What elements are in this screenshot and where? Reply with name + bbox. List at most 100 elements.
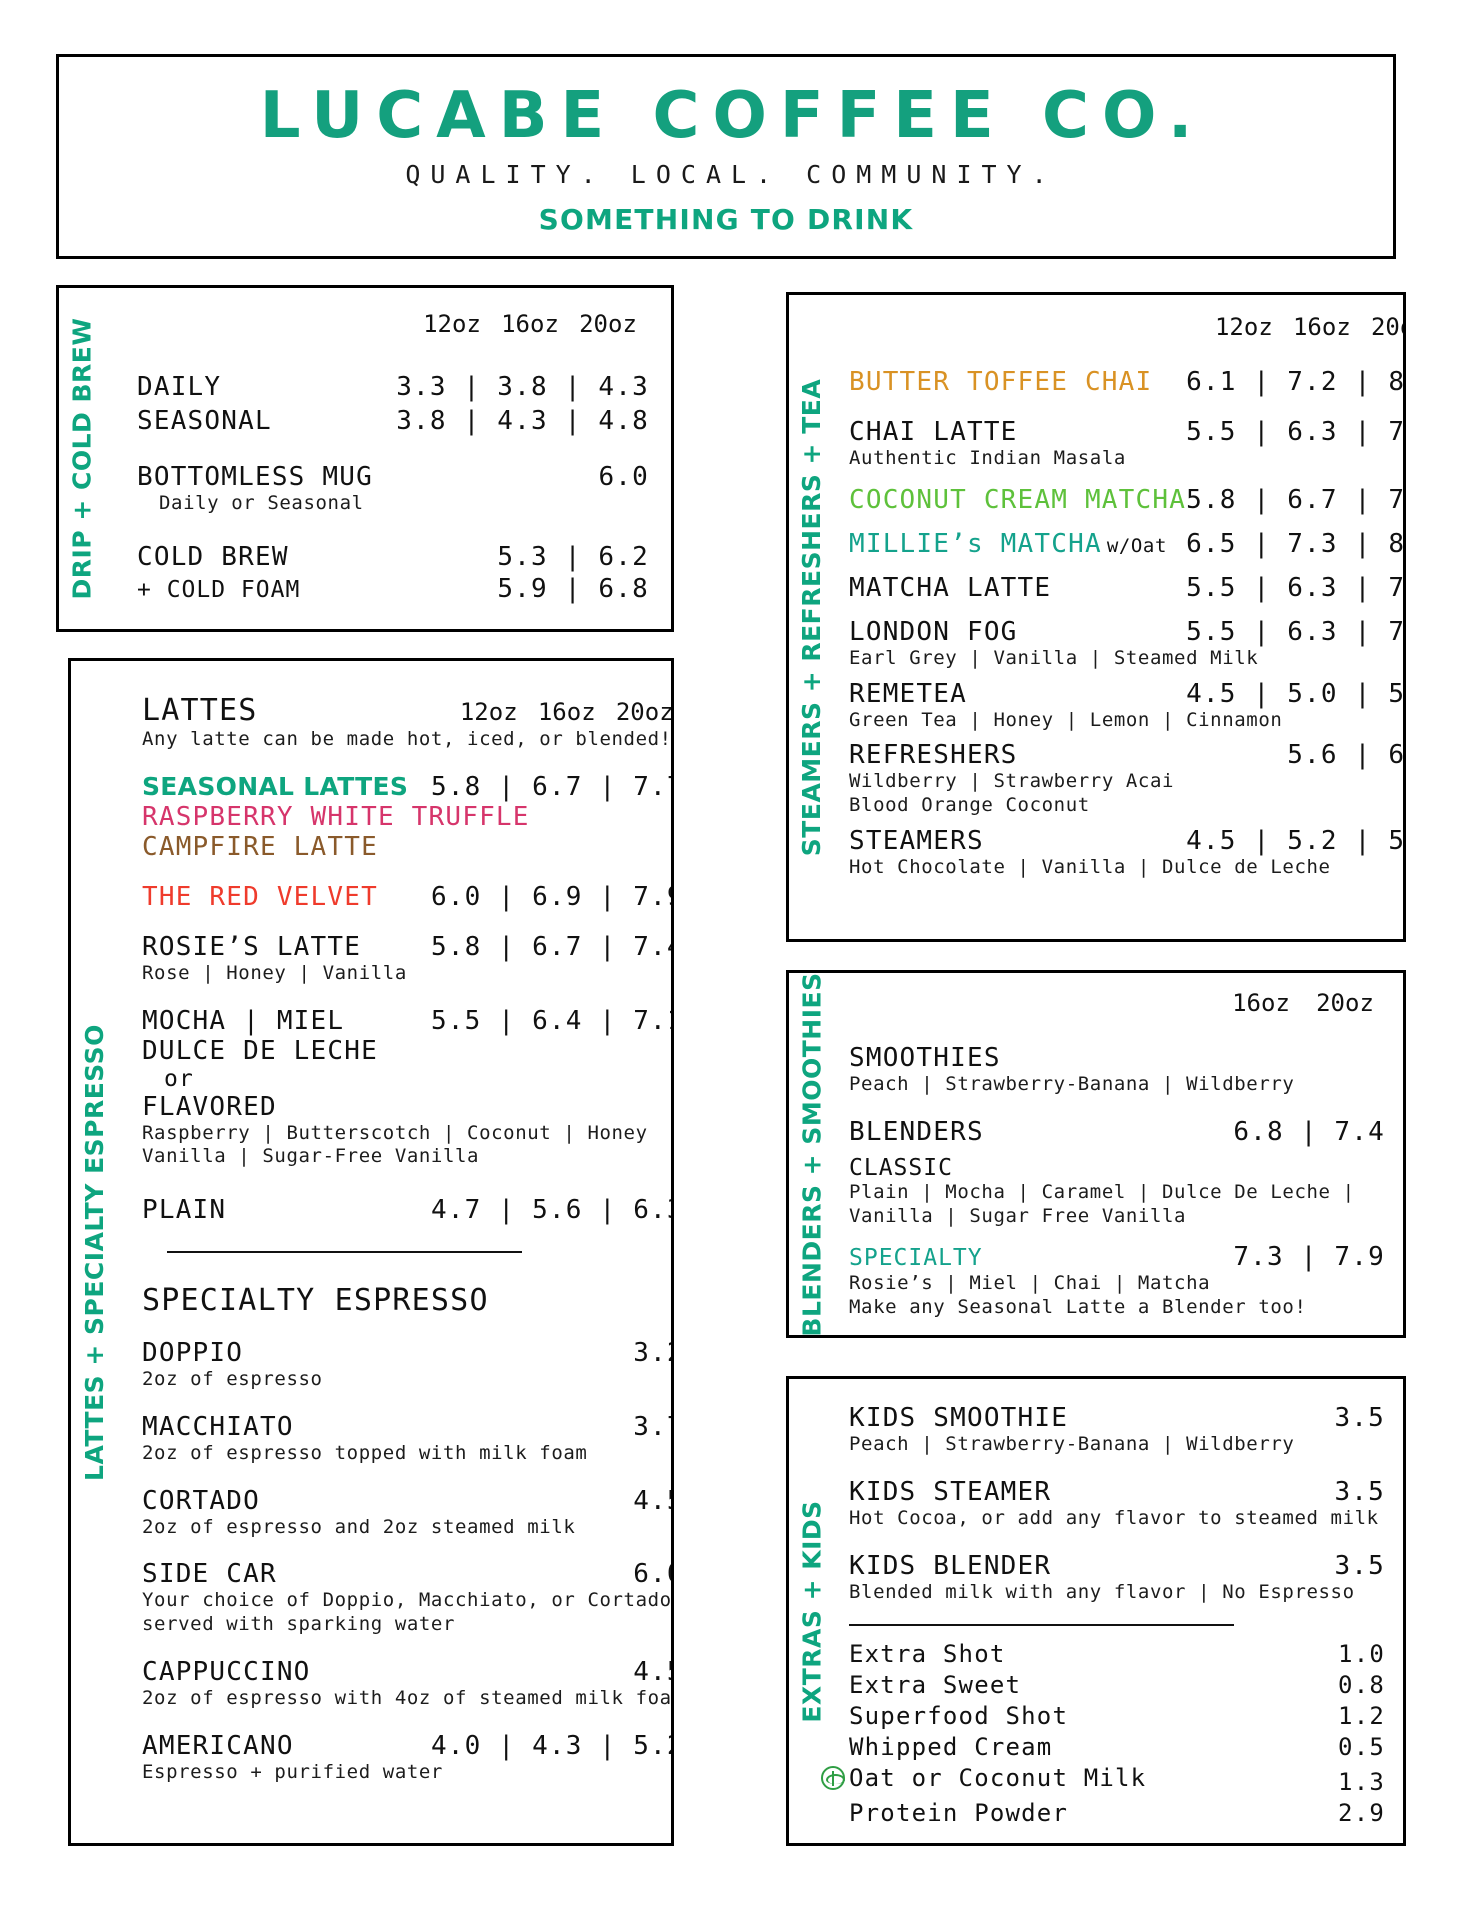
menu-item-row[interactable]: DAILY 3.3 | 3.8 | 4.3 — [137, 372, 649, 402]
menu-item-row[interactable]: CLASSIC — [849, 1155, 1385, 1181]
menu-item-row[interactable]: COCONUT CREAM MATCHA 5.8 | 6.7 | 7.7 — [849, 484, 1403, 515]
item-price: 3.8 | 4.3 | 4.8 — [396, 406, 649, 436]
menu-item-row[interactable]: RASPBERRY WHITE TRUFFLE — [142, 801, 671, 832]
item-price: 5.5 | 6.4 | 7.1 — [430, 1005, 674, 1036]
item-price: 3.5 — [1334, 1550, 1385, 1581]
menu-item-row[interactable]: ROSIE’S LATTE 5.8 | 6.7 | 7.4 — [142, 931, 674, 962]
menu-item-row[interactable]: CHAI LATTE 5.5 | 6.3 | 7.0 — [849, 417, 1406, 447]
item-name: RASPBERRY WHITE TRUFFLE — [142, 801, 530, 832]
item-price: 4.5 — [633, 1485, 671, 1516]
lattes-size-12oz: 12oz — [459, 698, 518, 726]
menu-item-row[interactable]: KIDS BLENDER 3.5 — [849, 1551, 1385, 1581]
menu-item-row[interactable]: MOCHA | MIEL 5.5 | 6.4 | 7.1 — [142, 1005, 674, 1036]
item-price: 7.3 | 7.9 — [1233, 1242, 1385, 1273]
item-price: 6.0 — [598, 462, 649, 492]
steamers-size-16oz: 16oz — [1292, 313, 1351, 341]
item-name: MATCHA LATTE — [849, 572, 1052, 603]
item-price: 5.8 | 6.7 | 7.4 — [430, 931, 674, 962]
item-name: Protein Powder — [849, 1799, 1069, 1828]
drip-body: 12oz 16oz 20oz DAILY 3.3 | 3.8 | 4.3 SEA… — [105, 288, 671, 629]
item-desc: 2oz of espresso with 4oz of steamed milk… — [142, 1686, 674, 1709]
item-name: Whipped Cream — [849, 1733, 1053, 1762]
section-divider — [167, 1251, 522, 1253]
item-price: 5.3 | 6.2 — [497, 541, 649, 572]
menu-section-title: SOMETHING TO DRINK — [538, 203, 914, 237]
specialty-espresso-title: SPECIALTY ESPRESSO — [142, 1283, 489, 1318]
item-price: 4.5 — [633, 1656, 671, 1687]
item-name: COLD BREW — [137, 541, 289, 572]
menu-item-row[interactable]: SMOOTHIES — [849, 1043, 1385, 1073]
menu-item-row[interactable]: CAPPUCCINO 4.5 — [142, 1656, 671, 1687]
menu-item-row[interactable]: MATCHA LATTE 5.5 | 6.3 | 7.0 — [849, 572, 1406, 603]
menu-item-row[interactable]: KIDS STEAMER 3.5 — [849, 1477, 1385, 1507]
item-name: KIDS SMOOTHIE — [849, 1403, 1069, 1433]
item-name: MILLIE’s MATCHA — [849, 528, 1102, 559]
menu-item-row[interactable]: + COLD FOAM 5.9 | 6.8 — [137, 574, 649, 604]
item-price: 3.2 — [633, 1338, 671, 1368]
menu-item-row[interactable]: REMETEA 4.5 | 5.0 | 5.5 — [849, 678, 1406, 709]
menu-item-row[interactable]: THE RED VELVET 6.0 | 6.9 | 7.9 — [142, 882, 671, 912]
menu-item-row[interactable]: KIDS SMOOTHIE 3.5 — [849, 1403, 1385, 1433]
menu-item-row[interactable]: MILLIE’s MATCHA w/Oat 6.5 | 7.3 | 8.0 — [849, 528, 1403, 559]
menu-item-row[interactable]: Extra Sweet 0.8 — [849, 1671, 1385, 1699]
menu-item-row[interactable]: AMERICANO 4.0 | 4.3 | 5.2 — [142, 1730, 674, 1761]
menu-item-row[interactable]: CORTADO 4.5 — [142, 1485, 671, 1516]
menu-item-row[interactable]: STEAMERS 4.5 | 5.2 | 5.9 — [849, 826, 1403, 856]
menu-item-row[interactable]: SEASONAL 3.8 | 4.3 | 4.8 — [137, 406, 649, 436]
menu-item-row[interactable]: BOTTOMLESS MUG 6.0 — [137, 462, 649, 492]
item-price: 1.0 — [1338, 1640, 1385, 1669]
menu-item-row[interactable]: LONDON FOG 5.5 | 6.3 | 7.0 — [849, 616, 1403, 647]
menu-item-row[interactable]: Oat or Coconut Milk 1.3 — [821, 1764, 1385, 1796]
extras-body: KIDS SMOOTHIE 3.5 Peach | Strawberry-Ban… — [821, 1379, 1403, 1843]
item-price: 3.7 — [633, 1411, 671, 1442]
menu-item-row[interactable]: BLENDERS 6.8 | 7.4 — [849, 1117, 1385, 1147]
drip-size-20oz: 20oz — [579, 310, 637, 338]
menu-item-row[interactable]: SPECIALTY 7.3 | 7.9 — [849, 1242, 1385, 1272]
item-name-suffix: w/Oat — [1106, 534, 1168, 557]
item-name: LONDON FOG — [849, 616, 1018, 647]
item-price: 4.5 | 5.0 | 5.5 — [1186, 678, 1406, 709]
item-desc: Your choice of Doppio, Macchiato, or Cor… — [142, 1589, 674, 1612]
lattes-side-label: LATTES + SPECIALTY ESPRESSO — [79, 1023, 109, 1481]
item-name: CAMPFIRE LATTE — [142, 831, 378, 862]
item-name: CLASSIC — [849, 1154, 953, 1181]
item-name: CAPPUCCINO — [142, 1656, 311, 1687]
blenders-size-16oz: 16oz — [1232, 989, 1290, 1017]
item-desc: Raspberry | Butterscotch | Coconut | Hon… — [142, 1121, 648, 1144]
item-desc: Green Tea | Honey | Lemon | Cinnamon — [849, 708, 1283, 731]
menu-item-row[interactable]: COLD BREW 5.3 | 6.2 — [137, 542, 649, 572]
item-desc: Espresso + purified water — [142, 1760, 443, 1783]
item-price: 4.0 | 4.3 | 5.2 — [430, 1730, 674, 1761]
steamers-body: 12oz 16oz 20oz BUTTER TOFFEE CHAI 6.1 | … — [835, 295, 1406, 939]
menu-item-row[interactable]: CAMPFIRE LATTE — [142, 831, 671, 862]
menu-item-row[interactable]: Superfood Shot 1.2 — [849, 1702, 1385, 1730]
item-name: FLAVORED — [142, 1091, 277, 1122]
menu-item-row[interactable]: Whipped Cream 0.5 — [849, 1733, 1385, 1761]
panel-blenders-smoothies: BLENDERS + SMOOTHIES 16oz 20oz SMOOTHIES… — [786, 970, 1406, 1338]
menu-item-row[interactable]: PLAIN 4.7 | 5.6 | 6.3 — [142, 1195, 671, 1225]
drip-size-12oz: 12oz — [423, 310, 481, 338]
item-name: COCONUT CREAM MATCHA — [849, 484, 1187, 515]
menu-item-row[interactable]: REFRESHERS 5.6 | 6.6 — [849, 740, 1403, 770]
item-desc-2: Blood Orange Coconut — [849, 794, 1090, 816]
item-price: 5.5 | 6.3 | 7.0 — [1186, 572, 1406, 603]
menu-item-row[interactable]: Extra Shot 1.0 — [849, 1640, 1385, 1668]
item-price: 5.5 | 6.3 | 7.0 — [1186, 417, 1406, 447]
steamers-size-12oz: 12oz — [1214, 313, 1273, 341]
menu-item-row[interactable]: MACCHIATO 3.7 — [142, 1411, 671, 1442]
item-name: ROSIE’S LATTE — [142, 931, 362, 962]
item-name: DULCE DE LECHE — [142, 1035, 378, 1066]
menu-item-row[interactable]: Protein Powder 2.9 — [849, 1799, 1385, 1827]
lattes-size-20oz: 20oz — [615, 698, 674, 726]
lattes-note: Any latte can be made hot, iced, or blen… — [142, 728, 672, 750]
item-desc: Daily or Seasonal — [159, 492, 364, 514]
item-price: 3.5 — [1334, 1403, 1385, 1433]
menu-item-row[interactable]: DOPPIO 3.2 — [142, 1338, 671, 1368]
menu-item-row[interactable]: SIDE CAR 6.0 — [142, 1559, 671, 1589]
menu-item-row[interactable]: SEASONAL LATTES 5.8 | 6.7 | 7.7 — [142, 772, 671, 802]
item-name: REMETEA — [849, 678, 967, 709]
item-desc: Peach | Strawberry-Banana | Wildberry — [849, 1433, 1295, 1455]
menu-item-row[interactable]: BUTTER TOFFEE CHAI 6.1 | 7.2 | 8.3 — [849, 367, 1403, 397]
panel-drip-cold-brew: DRIP + COLD BREW 12oz 16oz 20oz DAILY 3.… — [56, 285, 674, 632]
